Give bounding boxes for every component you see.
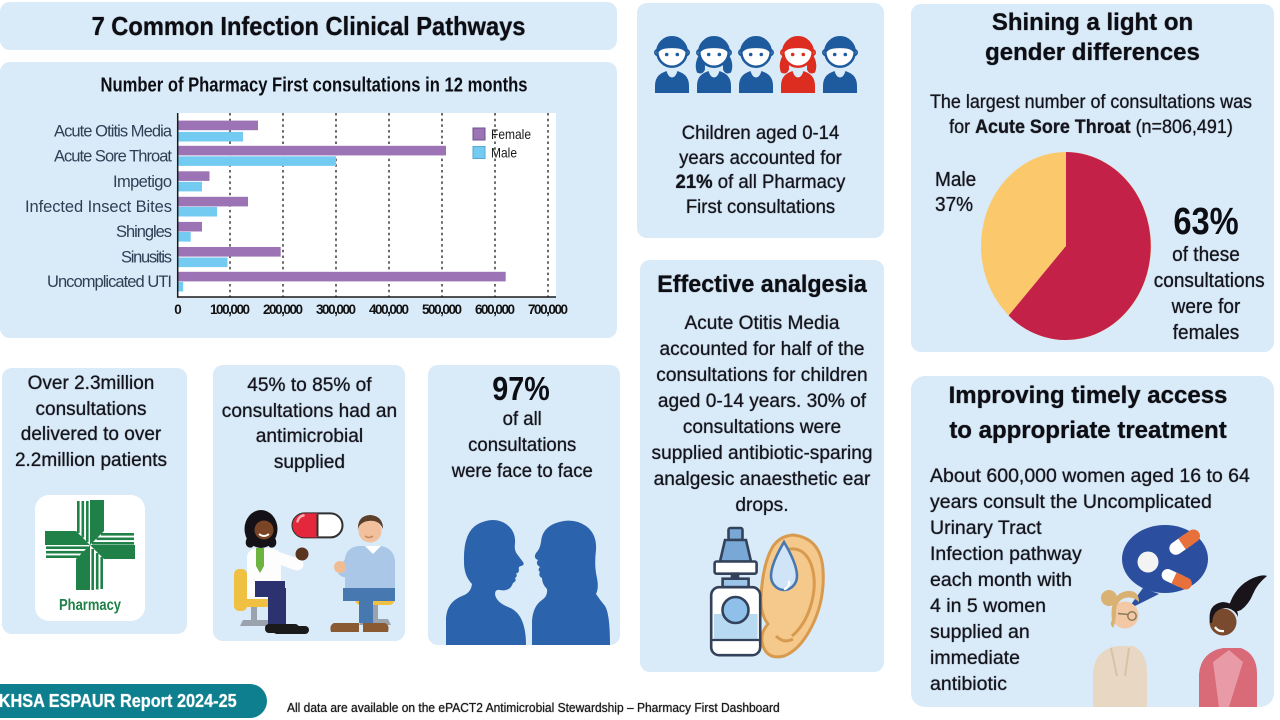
svg-text:700,000: 700,000 <box>528 302 568 317</box>
svg-text:100,000: 100,000 <box>210 302 250 317</box>
svg-text:Male: Male <box>491 145 517 161</box>
svg-text:Acute Otitis Media: Acute Otitis Media <box>54 123 173 141</box>
svg-text:Impetigo: Impetigo <box>113 173 172 191</box>
svg-text:600,000: 600,000 <box>475 302 515 317</box>
svg-text:200,000: 200,000 <box>263 302 303 317</box>
svg-text:Sinusitis: Sinusitis <box>121 249 172 267</box>
svg-text:300,000: 300,000 <box>316 302 356 317</box>
svg-text:Number of Pharmacy First consu: Number of Pharmacy First consultations i… <box>101 75 528 97</box>
svg-text:400,000: 400,000 <box>369 302 409 317</box>
svg-text:Pharmacy: Pharmacy <box>59 597 121 614</box>
svg-text:Acute Sore Throat: Acute Sore Throat <box>54 147 172 165</box>
svg-text:Female: Female <box>491 126 531 142</box>
svg-text:0: 0 <box>174 302 182 317</box>
svg-text:Shingles: Shingles <box>116 223 172 241</box>
svg-text:500,000: 500,000 <box>422 302 462 317</box>
svg-text:Infected Insect Bites: Infected Insect Bites <box>25 198 172 216</box>
svg-text:Uncomplicated UTI: Uncomplicated UTI <box>47 273 172 291</box>
